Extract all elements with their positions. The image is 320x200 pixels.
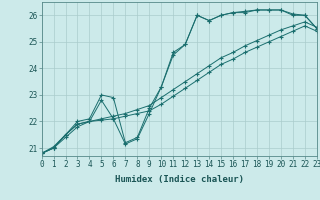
X-axis label: Humidex (Indice chaleur): Humidex (Indice chaleur): [115, 175, 244, 184]
